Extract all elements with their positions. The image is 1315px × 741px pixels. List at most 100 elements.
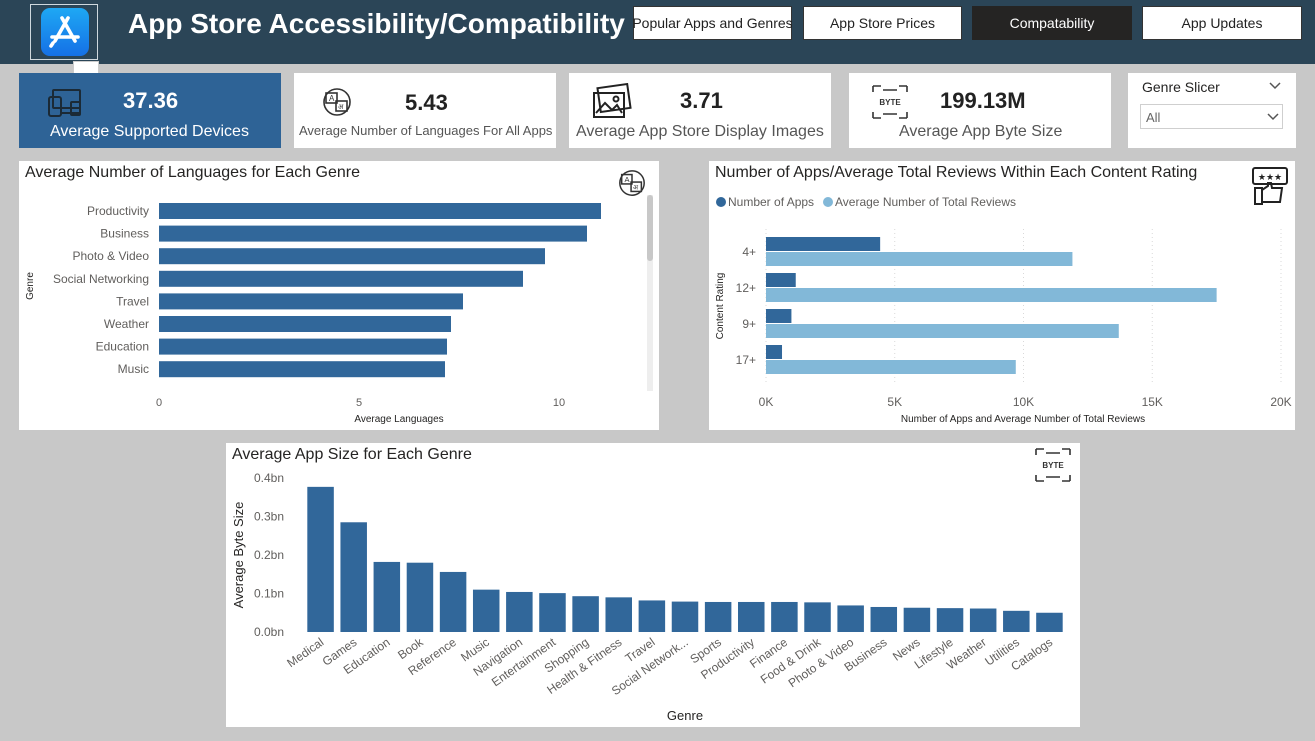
category-label: Photo & Video (72, 249, 149, 263)
app-size-bar (340, 522, 367, 632)
app-size-bar (771, 601, 798, 632)
chevron-down-icon[interactable] (1268, 81, 1282, 91)
translate-icon: A अ (619, 170, 645, 196)
kpi-card-images: 3.71 Average App Store Display Images (569, 73, 831, 148)
app-size-bar (605, 597, 632, 632)
reviews-bar (766, 324, 1119, 338)
x-tick-label: 10 (553, 397, 565, 409)
reviews-bar (766, 252, 1073, 266)
genre-slicer: Genre Slicer All (1128, 73, 1296, 148)
kpi-card-devices: 37.36 Average Supported Devices (19, 73, 281, 148)
app-size-bar (572, 596, 599, 632)
category-label: Business (100, 227, 149, 241)
y-axis-title: Genre (25, 272, 36, 300)
x-tick-label: 10K (1013, 395, 1034, 409)
x-tick-label: 0K (759, 395, 774, 409)
translate-icon: A अ (323, 88, 351, 116)
page-title: App Store Accessibility/Compatibility (128, 8, 625, 39)
x-tick-label: 20K (1270, 395, 1291, 409)
x-axis-title: Average Languages (354, 414, 443, 425)
y-tick-label: 0.1bn (254, 587, 284, 601)
y-axis-title: Average Byte Size (231, 502, 246, 609)
legend-label-apps: Number of Apps (728, 195, 814, 209)
y-tick-label: 0.3bn (254, 510, 284, 524)
app-size-bar (804, 602, 831, 632)
content-rating-label: 17+ (736, 353, 756, 367)
genre-dropdown-value: All (1146, 110, 1161, 125)
svg-text:अ: अ (338, 104, 344, 111)
byte-chip-label: BYTE (879, 98, 901, 107)
language-bar (159, 361, 445, 378)
x-tick-label: 5K (887, 395, 902, 409)
scrollbar-track (647, 195, 653, 391)
dropdown-chevron-icon (1267, 113, 1279, 121)
apps-bar (766, 345, 783, 359)
app-size-bar (1036, 612, 1063, 632)
x-tick-label: 15K (1142, 395, 1163, 409)
x-axis-title: Genre (667, 708, 703, 723)
legend-dot-reviews (823, 197, 833, 207)
app-size-bar (671, 601, 699, 632)
app-size-bar (903, 607, 931, 632)
app-size-bar (936, 608, 964, 632)
app-size-bar (969, 608, 997, 632)
app-store-logo-frame[interactable] (30, 4, 98, 60)
category-label: Weather (104, 317, 149, 331)
y-tick-label: 0.4bn (254, 471, 284, 485)
app-size-bar (406, 562, 434, 632)
reviews-bar (766, 288, 1217, 302)
kpi-languages-value: 5.43 (405, 90, 448, 115)
genre-dropdown[interactable]: All (1140, 104, 1283, 129)
y-axis-title: Content Rating (715, 273, 726, 340)
app-size-bar (506, 591, 533, 632)
content-rating-bar-chart: Number of Apps Average Number of Total Re… (715, 195, 1292, 425)
kpi-languages-label: Average Number of Languages For All Apps (299, 123, 553, 138)
kpi-images-label: Average App Store Display Images (576, 123, 824, 140)
svg-text:A: A (625, 175, 630, 184)
app-size-chart-title: Average App Size for Each Genre (232, 446, 472, 463)
legend-label-reviews: Average Number of Total Reviews (835, 195, 1016, 209)
genre-slicer-title: Genre Slicer (1142, 79, 1220, 95)
byte-chip-icon: BYTE (1035, 448, 1071, 482)
app-size-bar-chart: 0.0bn0.1bn0.2bn0.3bn0.4bnMedicalGamesEdu… (231, 471, 1063, 723)
kpi-devices-value: 37.36 (123, 88, 179, 113)
x-axis-title: Number of Apps and Average Number of Tot… (901, 414, 1145, 425)
language-bar (159, 270, 523, 287)
nav-app-updates-button[interactable]: App Updates (1142, 6, 1302, 40)
language-bar (159, 203, 601, 219)
svg-text:अ: अ (633, 185, 639, 192)
category-label: Social Networking (53, 272, 149, 286)
apps-bar (766, 237, 881, 251)
content-rating-chart-card: Number of Apps/Average Total Reviews Wit… (709, 161, 1295, 430)
scrollbar-thumb (647, 195, 653, 261)
app-size-bar (638, 600, 666, 632)
legend-dot-apps (716, 197, 726, 207)
kpi-bytes-label: Average App Byte Size (899, 123, 1063, 140)
nav-app-store-prices-button[interactable]: App Store Prices (803, 6, 962, 40)
language-bar (159, 225, 587, 242)
app-size-bar (472, 589, 500, 632)
nav-popular-apps-button[interactable]: Popular Apps and Genres (632, 6, 793, 40)
content-rating-chart-title: Number of Apps/Average Total Reviews Wit… (715, 164, 1198, 181)
content-rating-label: 4+ (742, 245, 756, 259)
languages-chart-card: Average Number of Languages for Each Gen… (19, 161, 659, 430)
app-size-bar (837, 605, 864, 632)
languages-bar-chart: 0 5 10 Productivity Business Photo & Video Soc… (25, 195, 653, 425)
rating-thumbs-up-icon: ★★★ (1252, 167, 1288, 205)
app-size-bar (539, 593, 566, 632)
language-bar (159, 293, 463, 310)
app-size-bar (307, 486, 334, 632)
y-tick-label: 0.0bn (254, 625, 284, 639)
language-bar (159, 316, 451, 332)
reviews-bar (766, 360, 1016, 374)
byte-chip-label: BYTE (1042, 461, 1064, 470)
devices-icon (48, 89, 81, 117)
nav-compatability-button[interactable]: Compatability (972, 6, 1132, 40)
languages-chart-title: Average Number of Languages for Each Gen… (25, 164, 361, 181)
app-size-bar (704, 601, 732, 632)
apps-bar (766, 309, 792, 323)
apps-bar (766, 273, 796, 287)
category-label: Travel (116, 294, 149, 308)
app-size-chart-card: Average App Size for Each Genre BYTE 0.0… (226, 443, 1080, 727)
app-size-bar (373, 561, 401, 632)
